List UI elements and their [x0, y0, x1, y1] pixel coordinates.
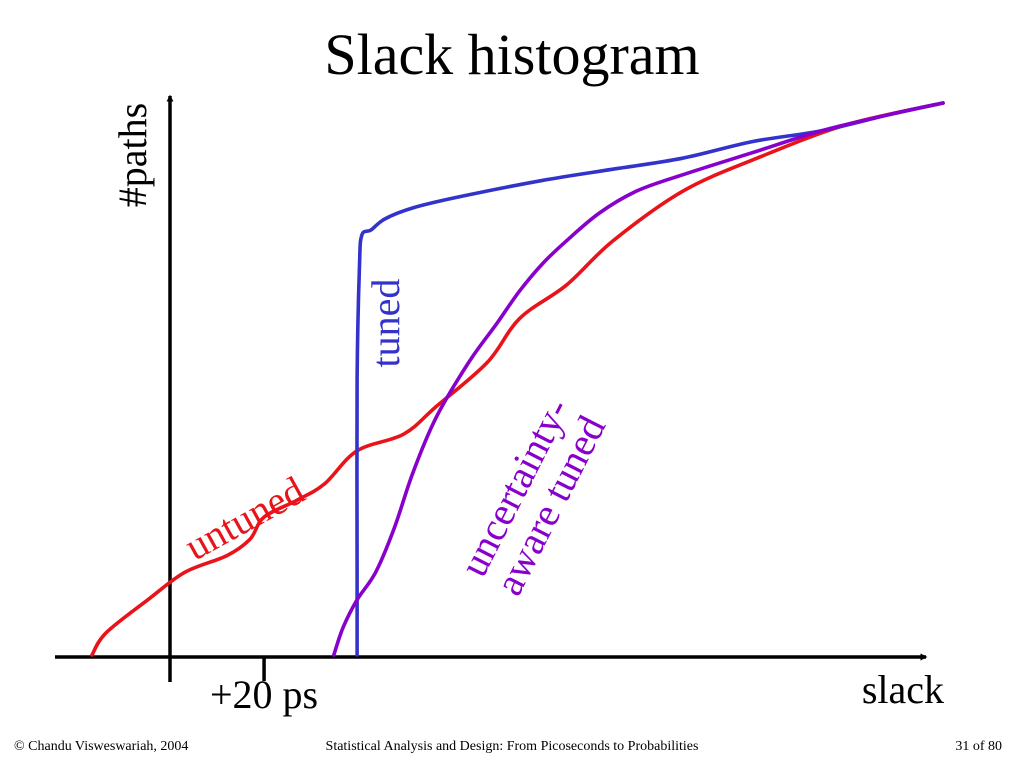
x-axis-label: slack: [862, 667, 944, 712]
slide-title: Slack histogram: [324, 22, 700, 87]
chart-labels: untuned tuned uncertainty-aware tuned: [177, 279, 614, 602]
axes: +20 ps slack #paths: [55, 94, 944, 717]
series-line-uncertainty-aware-tuned: [332, 101, 945, 657]
series-line-untuned: [90, 101, 945, 657]
series-line-tuned: [355, 101, 945, 657]
x-tick-label: +20 ps: [210, 672, 318, 717]
series-label-untuned: untuned: [177, 467, 312, 569]
series-label-uncertainty-aware-tuned: uncertainty-aware tuned: [450, 391, 614, 602]
series-lines: [90, 101, 945, 657]
footer-presentation-title: Statistical Analysis and Design: From Pi…: [325, 739, 699, 754]
footer-page-number: 31 of 80: [955, 739, 1002, 754]
y-axis-label: #paths: [110, 103, 155, 207]
series-label-tuned: tuned: [363, 279, 408, 368]
footer-copyright: © Chandu Visweswariah, 2004: [14, 739, 189, 754]
